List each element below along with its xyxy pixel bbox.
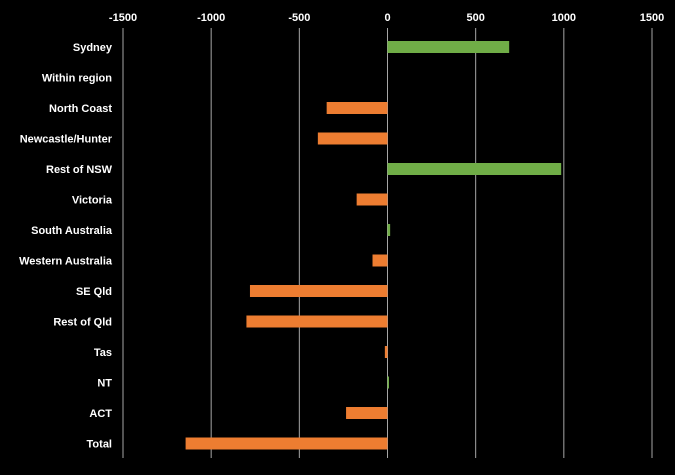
category-labels: Sydney Within region North Coast Newcastle/… bbox=[19, 42, 113, 451]
bar bbox=[346, 407, 388, 419]
x-axis-ticks: -1500 -1000 -500 0 500 1000 1500 bbox=[109, 12, 664, 24]
bar bbox=[384, 346, 388, 358]
category-label: Rest of Qld bbox=[53, 317, 112, 329]
bar bbox=[246, 315, 388, 328]
category-label: SE Qld bbox=[76, 286, 112, 298]
x-tick-label: -1000 bbox=[197, 12, 225, 24]
category-label: North Coast bbox=[49, 103, 112, 115]
bar bbox=[387, 163, 562, 175]
bar bbox=[387, 376, 389, 389]
category-label: Sydney bbox=[73, 42, 113, 54]
category-label: Western Australia bbox=[19, 256, 113, 268]
x-tick-label: -1500 bbox=[109, 12, 137, 24]
bars bbox=[185, 41, 562, 450]
category-label: Total bbox=[87, 439, 112, 451]
category-label: Victoria bbox=[72, 195, 113, 207]
x-tick-label: 500 bbox=[466, 12, 484, 24]
bar bbox=[356, 193, 388, 206]
x-tick-label: 1000 bbox=[552, 12, 576, 24]
bar bbox=[387, 224, 391, 236]
category-label: Within region bbox=[42, 73, 112, 85]
bar bbox=[317, 132, 388, 145]
category-label: Tas bbox=[94, 347, 112, 359]
category-label: South Australia bbox=[31, 225, 113, 237]
x-tick-label: 0 bbox=[384, 12, 390, 24]
gridlines bbox=[122, 28, 653, 458]
category-label: Newcastle/Hunter bbox=[20, 134, 113, 146]
x-tick-label: 1500 bbox=[640, 12, 664, 24]
bar bbox=[185, 437, 388, 450]
x-tick-label: -500 bbox=[288, 12, 310, 24]
bar bbox=[372, 254, 388, 267]
category-label: NT bbox=[97, 378, 112, 390]
category-label: Rest of NSW bbox=[46, 164, 113, 176]
bar bbox=[326, 102, 388, 114]
category-label: ACT bbox=[89, 408, 112, 420]
bar bbox=[249, 285, 388, 297]
bar bbox=[387, 41, 510, 53]
